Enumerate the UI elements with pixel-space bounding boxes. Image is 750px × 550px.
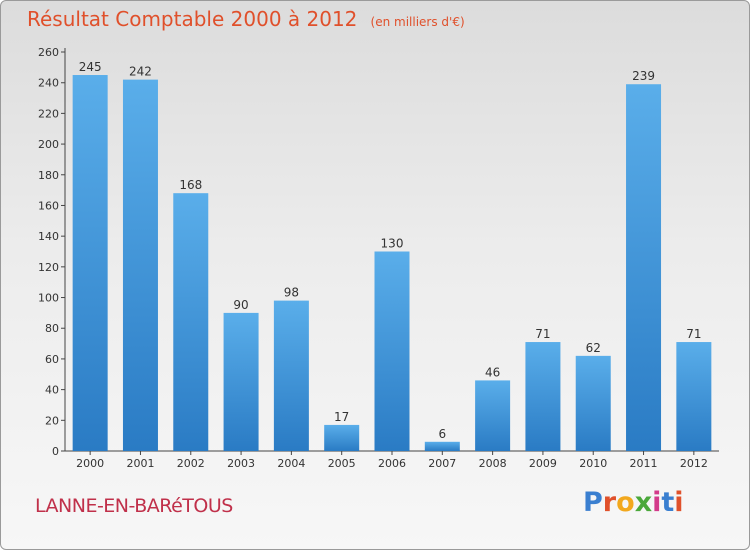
value-label: 17: [334, 410, 349, 424]
x-tick-label: 2005: [328, 457, 356, 470]
y-tick-label: 140: [38, 230, 59, 243]
y-tick-label: 160: [38, 199, 59, 212]
value-label: 71: [686, 327, 701, 341]
y-tick-label: 260: [38, 46, 59, 59]
bar-2006: [374, 251, 410, 451]
bar-2010: [575, 355, 611, 451]
value-label: 46: [485, 365, 500, 379]
x-tick-label: 2007: [428, 457, 456, 470]
x-tick-label: 2006: [378, 457, 406, 470]
bar-2007: [424, 441, 460, 451]
y-tick-label: 60: [45, 353, 59, 366]
value-label: 245: [79, 60, 102, 74]
y-tick-label: 100: [38, 292, 59, 305]
value-label: 6: [438, 427, 446, 441]
value-label: 71: [535, 327, 550, 341]
x-tick-label: 2002: [177, 457, 205, 470]
bar-2001: [122, 79, 158, 451]
value-label: 98: [284, 286, 299, 300]
value-label: 62: [586, 341, 601, 355]
y-tick-label: 240: [38, 77, 59, 90]
bar-2002: [173, 193, 209, 451]
x-tick-label: 2011: [630, 457, 658, 470]
y-tick-label: 200: [38, 138, 59, 151]
value-label: 130: [381, 237, 404, 251]
y-tick-label: 20: [45, 414, 59, 427]
title-row: Résultat Comptable 2000 à 2012 (en milli…: [27, 7, 465, 31]
bar-2009: [525, 342, 561, 451]
value-label: 242: [129, 65, 152, 79]
value-label: 168: [179, 178, 202, 192]
chart-title: Résultat Comptable 2000 à 2012: [27, 7, 358, 31]
bar-2000: [72, 75, 108, 452]
x-tick-label: 2000: [76, 457, 104, 470]
bar-2003: [223, 312, 259, 451]
x-tick-label: 2003: [227, 457, 255, 470]
y-tick-label: 40: [45, 384, 59, 397]
y-tick-label: 80: [45, 322, 59, 335]
x-tick-label: 2008: [479, 457, 507, 470]
bar-2004: [273, 300, 309, 451]
bar-2005: [324, 424, 360, 451]
y-tick-label: 220: [38, 107, 59, 120]
y-tick-label: 180: [38, 169, 59, 182]
x-tick-label: 2001: [126, 457, 154, 470]
bar-2012: [676, 342, 712, 451]
bar-2011: [626, 84, 662, 451]
value-label: 239: [632, 69, 655, 83]
commune-name: LANNE-EN-BARéTOUS: [35, 495, 233, 517]
value-label: 90: [233, 298, 248, 312]
x-tick-label: 2012: [680, 457, 708, 470]
bar-2008: [475, 380, 511, 451]
x-tick-label: 2004: [277, 457, 305, 470]
x-tick-label: 2009: [529, 457, 557, 470]
y-tick-label: 0: [52, 445, 59, 458]
x-tick-label: 2010: [579, 457, 607, 470]
chart-subtitle: (en milliers d'€): [370, 15, 465, 29]
y-tick-label: 120: [38, 261, 59, 274]
proxiti-logo: Proxiti: [583, 487, 684, 518]
